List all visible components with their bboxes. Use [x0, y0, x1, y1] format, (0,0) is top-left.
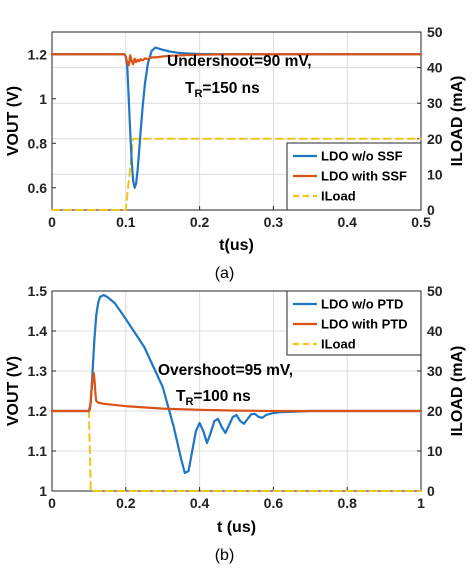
chart-1-y-tick-label: 1 [39, 483, 47, 499]
chart-1-y2-tick-label: 50 [427, 283, 443, 299]
chart-1-y2-tick-label: 40 [427, 323, 443, 339]
chart-1-y-tick-label: 1.4 [28, 323, 48, 339]
chart-0-y2-tick-label: 10 [427, 166, 443, 182]
chart-0-y2-axis-label: ILOAD (mA) [449, 76, 466, 167]
chart-0-y2-tick-label: 20 [427, 131, 443, 147]
chart-1-legend: LDO w/o PTD LDO with PTD ILoad [286, 290, 422, 356]
chart-0-annotation-line-1: Undershoot=90 mV, [167, 53, 312, 70]
chart-1-y2-tick-label: 10 [427, 443, 443, 459]
chart-1-group: 0 0.2 0.4 0.6 0.8 1 1 1.1 1.2 1.3 1.4 1.5 0 10 20 30 40 5… [5, 283, 466, 564]
chart-0-annotation-line-2: TR=150 ns [185, 80, 260, 100]
chart-1-y-tick-label: 1.3 [28, 363, 48, 379]
chart-0-legend: LDO w/o SSF LDO with SSF ILoad [286, 142, 422, 211]
chart-1-x-tick-label: 0.4 [190, 495, 210, 511]
chart-0-x-tick-label: 0.3 [264, 214, 284, 230]
chart-1-annotation-line-2: TR=100 ns [176, 388, 251, 408]
chart-0-x-tick-label: 0.5 [411, 214, 431, 230]
chart-1-annotation-line-1: Overshoot=95 mV, [158, 362, 293, 379]
chart-0-legend-label: LDO w/o SSF [321, 149, 403, 164]
chart-0-x-tick-label: 0 [48, 214, 56, 230]
chart-1-y2-tick-label: 30 [427, 363, 443, 379]
chart-1-y-tick-label: 1.5 [28, 283, 48, 299]
chart-0-legend-label: ILoad [321, 189, 356, 204]
chart-0-y-tick-label: 1 [39, 91, 47, 107]
chart-0-y-axis-label: VOUT (V) [5, 86, 22, 156]
chart-0-x-tick-label: 0.2 [190, 214, 210, 230]
chart-0-y-tick-label: 1.2 [28, 46, 48, 62]
chart-0-legend-label: LDO with SSF [321, 169, 407, 184]
chart-1-y2-axis-label: ILOAD (mA) [449, 346, 466, 437]
chart-1-x-tick-label: 0 [48, 495, 56, 511]
chart-1-series-ldo-with-ptd-line [50, 371, 423, 413]
chart-0-y2-tick-label: 40 [427, 60, 443, 76]
chart-0-y2-tick-label: 50 [427, 24, 443, 40]
chart-1-legend-label: LDO w/o PTD [321, 297, 403, 312]
chart-0-caption: (a) [215, 265, 235, 282]
chart-0-y2-tick-label: 30 [427, 95, 443, 111]
chart-1-caption: (b) [215, 547, 235, 564]
chart-0-x-axis-label: t(us) [219, 237, 254, 254]
chart-1-y-tick-label: 1.2 [28, 403, 48, 419]
chart-0-y-tick-label: 0.8 [28, 135, 48, 151]
chart-1-legend-label: LDO with PTD [321, 317, 408, 332]
chart-0-y2-tick-label: 0 [427, 202, 435, 218]
chart-0-group: 0 0.1 0.2 0.3 0.4 0.5 0.6 0.8 1 1.2 0 10 20 30 40 50 t(u… [5, 24, 466, 282]
chart-1-x-axis-label: t (us) [217, 519, 256, 536]
chart-1-legend-label: ILoad [321, 337, 356, 352]
chart-1-y2-tick-label: 0 [427, 483, 435, 499]
chart-0-axes-box [51, 31, 422, 211]
chart-1-x-tick-label: 0.8 [337, 495, 357, 511]
chart-0-series-iload-line [51, 137, 422, 211]
chart-1-y-tick-label: 1.1 [28, 443, 48, 459]
chart-1-y2-tick-label: 20 [427, 403, 443, 419]
chart-0-x-tick-label: 0.4 [337, 214, 357, 230]
chart-0-y-tick-label: 0.6 [28, 180, 48, 196]
chart-1-series-ldo-w-o-ptd-line [50, 293, 423, 475]
chart-1-x-tick-label: 0.2 [116, 495, 136, 511]
chart-1-axes-box [51, 290, 422, 492]
chart-1-x-tick-label: 1 [417, 495, 425, 511]
chart-0-series-ldo-with-ssf-line [50, 53, 423, 67]
chart-1-x-tick-label: 0.6 [264, 495, 284, 511]
chart-0-x-tick-label: 0.1 [116, 214, 136, 230]
chart-1-y-axis-label: VOUT (V) [5, 356, 22, 426]
